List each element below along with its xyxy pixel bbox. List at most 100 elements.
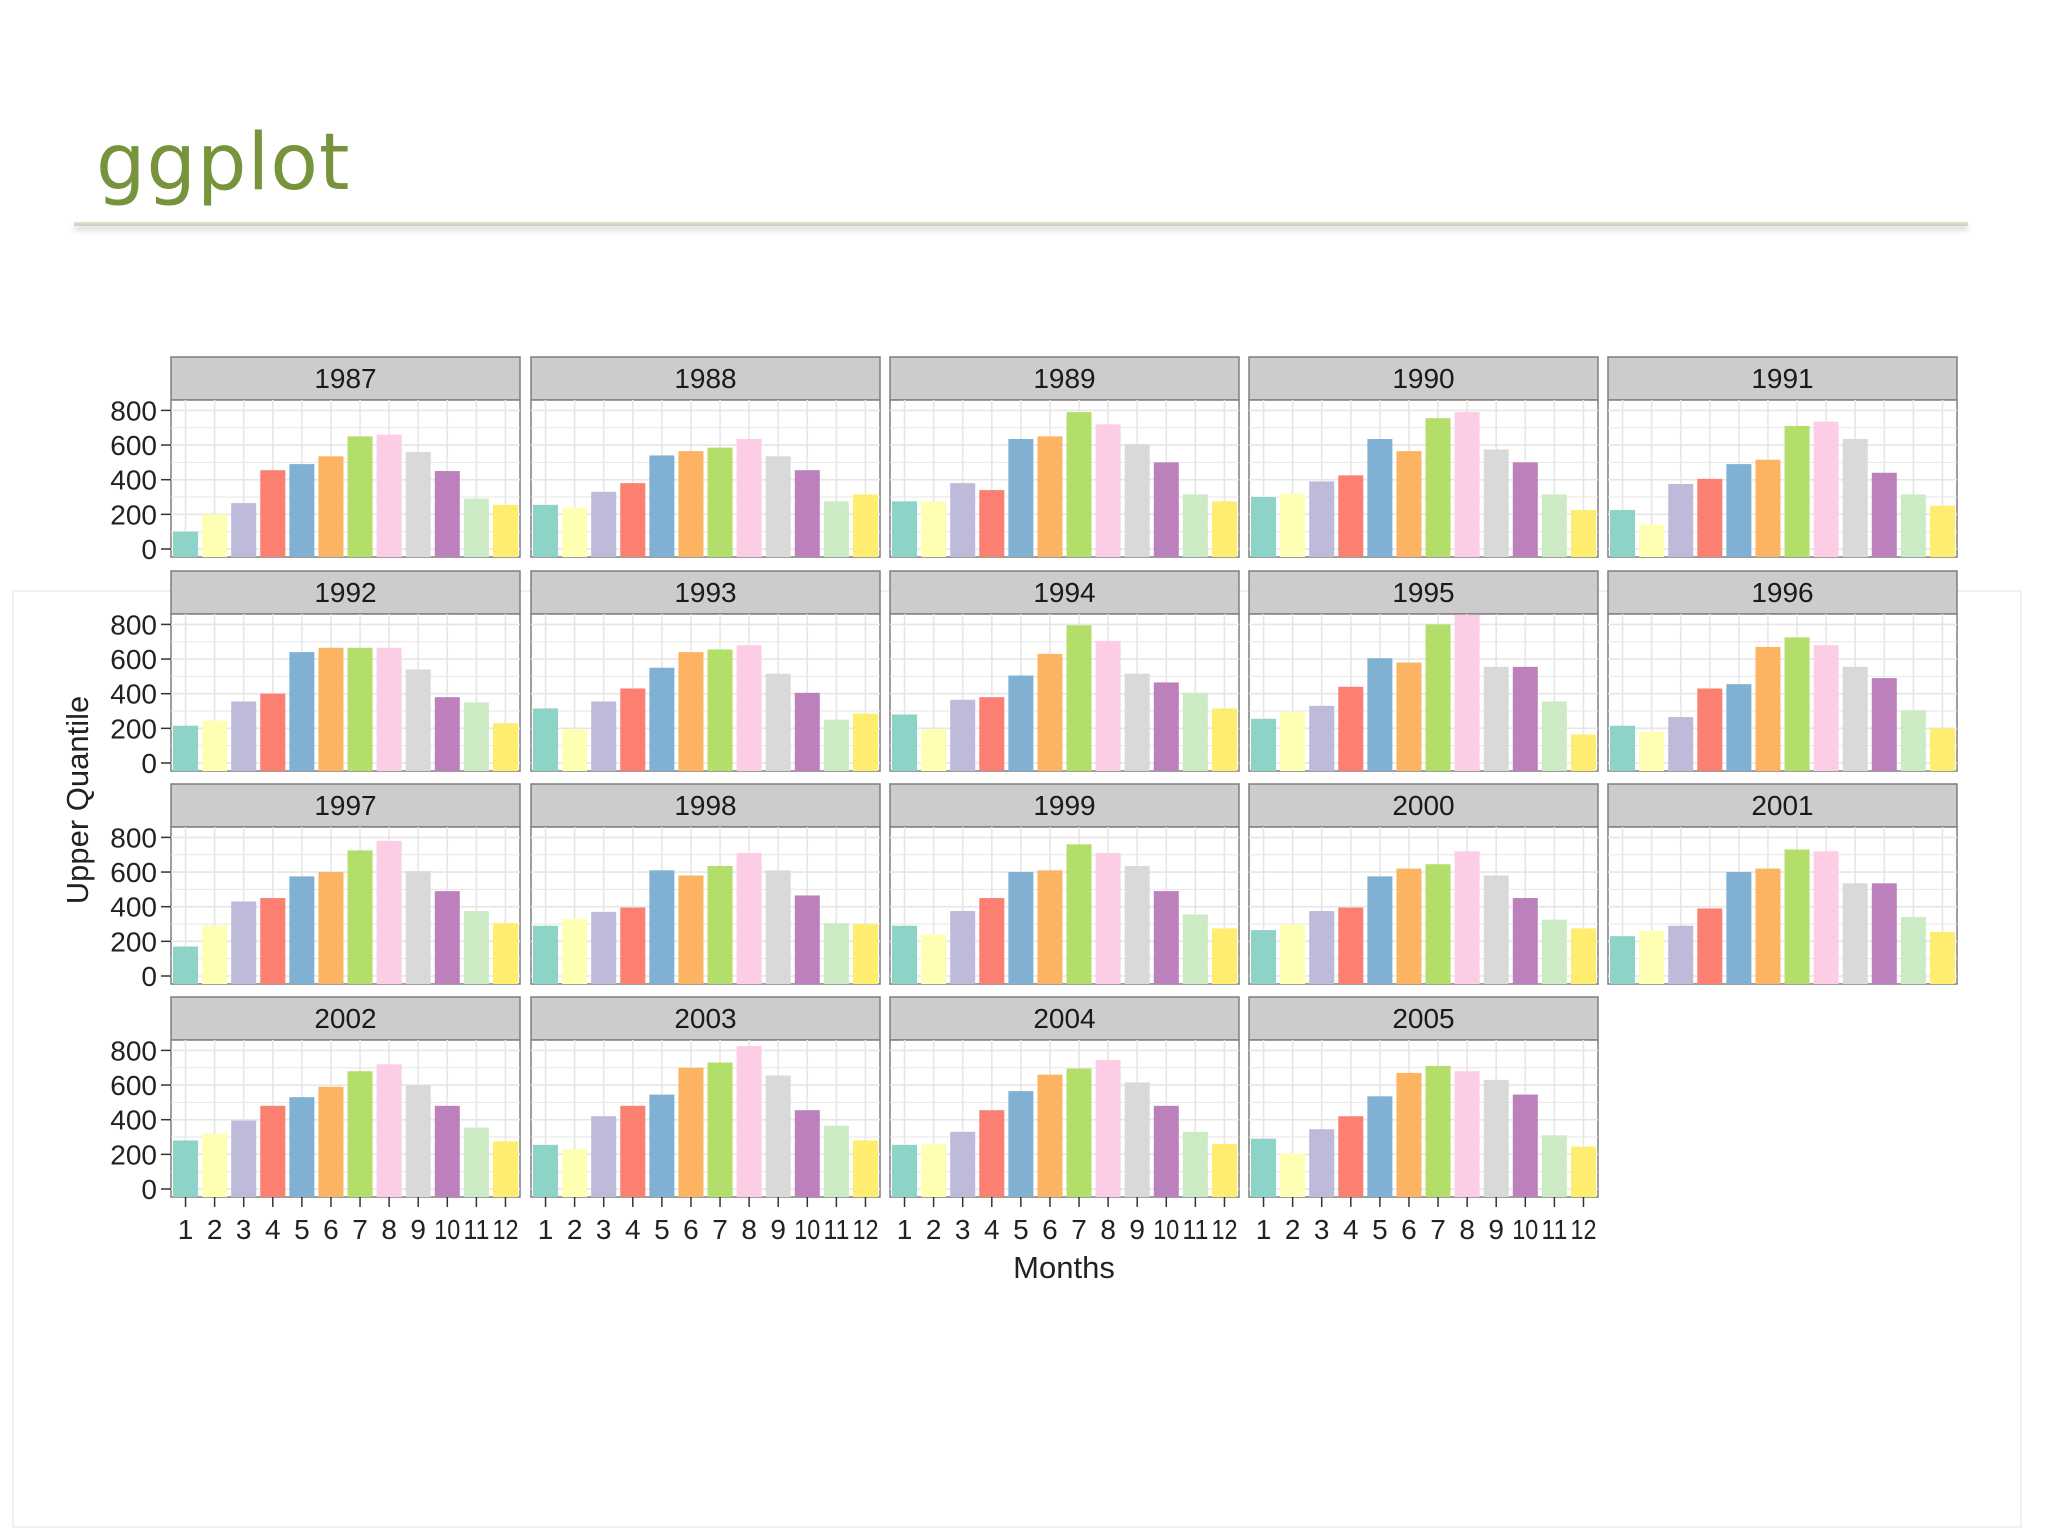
- bar-month-5: [1726, 684, 1752, 771]
- bar-month-10: [1153, 682, 1179, 771]
- x-tick-label: 9: [1488, 1214, 1504, 1245]
- y-tick-label: 600: [110, 857, 157, 888]
- bar-month-12: [1211, 708, 1237, 771]
- y-tick-label: 200: [110, 713, 157, 744]
- bar-month-3: [231, 1120, 257, 1197]
- bar-month-3: [231, 701, 257, 771]
- bar-month-2: [1280, 711, 1306, 771]
- bar-month-6: [318, 1086, 344, 1197]
- bar-month-1: [173, 531, 199, 557]
- bar-month-1: [892, 501, 918, 557]
- bar-month-6: [678, 451, 704, 557]
- bar-month-6: [1037, 653, 1063, 771]
- bar-month-5: [1726, 464, 1752, 557]
- bar-month-1: [173, 1140, 199, 1197]
- panel-background: [530, 399, 881, 558]
- panel-background: [1607, 399, 1958, 558]
- bar-month-9: [765, 673, 791, 771]
- bar-month-8: [1454, 851, 1480, 984]
- facet-strip-label: 2000: [1392, 790, 1454, 821]
- x-tick-label: 3: [955, 1214, 971, 1245]
- bar-month-9: [405, 871, 431, 984]
- bar-month-2: [1639, 524, 1665, 557]
- x-tick-label: 7: [1430, 1214, 1446, 1245]
- bar-month-1: [1610, 725, 1636, 771]
- x-tick-label: 10: [1153, 1214, 1179, 1245]
- x-tick-label: 8: [1459, 1214, 1475, 1245]
- bar-month-12: [1211, 1143, 1237, 1197]
- x-tick-label: 10: [1512, 1214, 1538, 1245]
- x-tick-label: 10: [434, 1214, 460, 1245]
- bar-month-10: [434, 891, 460, 984]
- bar-month-9: [1483, 1079, 1509, 1197]
- bar-month-4: [1338, 475, 1364, 557]
- bar-month-4: [620, 483, 646, 557]
- bar-month-10: [1512, 898, 1538, 984]
- bar-month-4: [979, 697, 1005, 771]
- bar-month-5: [649, 667, 675, 771]
- bar-month-11: [1541, 1135, 1567, 1197]
- bar-month-1: [533, 1144, 559, 1197]
- bar-month-12: [1570, 734, 1596, 771]
- bar-month-11: [463, 1127, 489, 1197]
- bar-month-12: [1211, 501, 1237, 557]
- bar-month-3: [1309, 1129, 1335, 1197]
- bar-month-1: [892, 714, 918, 771]
- bar-month-5: [1008, 438, 1034, 557]
- bar-month-9: [1483, 449, 1509, 557]
- bar-month-7: [707, 649, 733, 771]
- bar-month-8: [1454, 614, 1480, 771]
- bar-month-8: [376, 434, 402, 557]
- facet-panel: 1998: [530, 783, 881, 985]
- bar-month-7: [707, 447, 733, 557]
- bar-month-2: [1639, 731, 1665, 771]
- facet-panel: 1991: [1607, 356, 1958, 558]
- facet-strip-label: 2005: [1392, 1003, 1454, 1034]
- x-tick-label: 1: [538, 1214, 554, 1245]
- bar-month-2: [202, 514, 228, 557]
- x-tick-label: 1: [897, 1214, 913, 1245]
- bar-month-5: [649, 870, 675, 984]
- x-tick-label: 5: [1372, 1214, 1388, 1245]
- x-tick-label: 2: [567, 1214, 583, 1245]
- bar-month-4: [979, 490, 1005, 557]
- bar-month-10: [794, 1110, 820, 1197]
- bar-month-8: [1095, 852, 1121, 984]
- bar-month-10: [794, 692, 820, 771]
- x-tick-label: 3: [236, 1214, 252, 1245]
- bar-month-8: [1813, 645, 1839, 771]
- facet-strip: [170, 783, 521, 828]
- x-tick-label: 6: [683, 1214, 699, 1245]
- bar-month-9: [1124, 1082, 1150, 1197]
- bar-month-2: [921, 934, 947, 984]
- bar-month-9: [1124, 673, 1150, 771]
- bar-month-10: [1871, 883, 1897, 984]
- bar-month-2: [202, 925, 228, 984]
- bar-month-5: [1367, 876, 1393, 984]
- bar-month-1: [1251, 930, 1277, 984]
- bar-month-8: [736, 852, 762, 984]
- y-axis-title: Upper Quantile: [60, 696, 95, 905]
- bar-month-11: [823, 501, 849, 557]
- bar-month-7: [1784, 849, 1810, 984]
- x-tick-label: 8: [381, 1214, 397, 1245]
- bar-month-11: [1541, 701, 1567, 771]
- bar-month-11: [463, 702, 489, 771]
- bar-month-6: [678, 875, 704, 984]
- bar-month-12: [852, 1140, 878, 1197]
- facet-strip: [530, 783, 881, 828]
- bar-month-4: [1338, 686, 1364, 771]
- facet-strip-label: 1990: [1392, 363, 1454, 394]
- panel-background: [530, 613, 881, 772]
- panel-background: [889, 826, 1240, 985]
- y-tick-label: 600: [110, 430, 157, 461]
- bar-month-3: [231, 901, 257, 984]
- bar-month-3: [1309, 911, 1335, 984]
- facet-strip-label: 1988: [674, 363, 736, 394]
- bar-month-11: [823, 719, 849, 771]
- facet-panel: 1996: [1607, 570, 1958, 772]
- bar-month-3: [950, 699, 976, 771]
